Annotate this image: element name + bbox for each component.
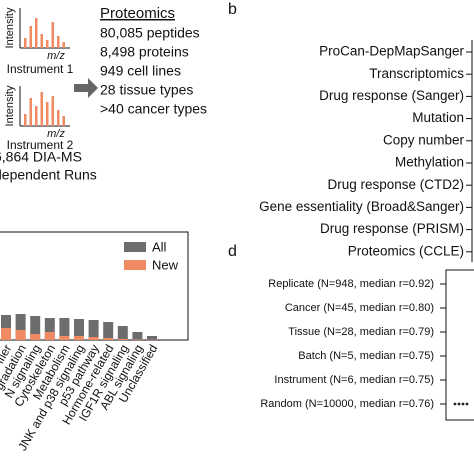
dataset-label: Drug response (CTD2) [327,177,464,192]
stat: 8,498 proteins [100,44,189,60]
axis-label: m/z [47,128,65,140]
legend-label: New [152,257,179,272]
bar [30,334,41,340]
peak [35,106,38,126]
stat: 28 tissue types [100,82,193,98]
title: Proteomics [100,5,175,22]
bar [59,318,70,340]
dataset-label: Gene essentiality (Broad&Sanger) [259,199,464,214]
panel-label: d [228,243,237,260]
comparison-label: Random (N=10000, median r=0.76) [260,398,434,410]
peak [46,102,49,126]
comparison-label: Instrument (N=6, median r=0.75) [274,374,434,386]
peak [57,110,60,126]
bar [132,332,143,340]
axis-label: m/z [47,50,65,62]
peak [35,18,38,48]
bar [117,326,128,340]
peak [62,116,65,126]
bar [1,315,11,340]
points [453,402,469,406]
frame [445,269,474,421]
peak [29,26,32,48]
peak [29,98,32,126]
bar [74,319,84,340]
bar [88,320,99,340]
peak [62,42,65,48]
runs: dependent Runs [0,167,97,183]
dataset-label: Drug response (Sanger) [319,88,464,103]
dataset-label: ProCan-DepMapSanger [319,44,464,59]
bar [88,337,99,340]
peak [46,40,49,48]
bar [30,316,41,340]
axis-label: Intensity [4,85,16,126]
dataset-label: Copy number [383,132,465,147]
instrument-label: Instrument 2 [7,138,74,152]
peak [40,34,43,48]
peak [51,96,54,126]
spectra [19,8,70,127]
peak [40,92,43,126]
bar [117,339,128,340]
comparison-label: Replicate (N=948, median r=0.92) [268,278,434,290]
bar [44,332,55,340]
bar [59,336,70,340]
comparison-label: Cancer (N=45, median r=0.80) [285,302,434,314]
bar [147,336,157,340]
bar [74,336,84,340]
arrow [74,78,98,98]
point [461,402,465,406]
bar [15,330,26,340]
point [453,402,457,406]
bar [103,338,114,340]
stat: >40 cancer types [100,101,207,117]
dataset-label: Drug response (PRISM) [320,221,464,236]
legend-swatch [124,242,146,252]
dataset-label: Proteomics (CCLE) [348,243,464,258]
bar [1,328,11,340]
stat: 80,085 peptides [100,25,200,41]
dataset-label: Transcriptomics [369,66,464,81]
runs: 6,864 DIA-MS [0,149,82,165]
dataset-label: Methylation [395,155,464,170]
bar [103,322,114,340]
peak [57,36,60,48]
legend-label: All [152,239,167,254]
bar [15,314,26,340]
bar [132,339,143,340]
dataset-label: Mutation [412,110,464,125]
comparison-label: Tissue (N=28, median r=0.79) [288,326,434,338]
comparison-label: Batch (N=5, median r=0.75) [298,350,434,362]
stat: 949 cell lines [100,63,181,79]
axis-label: Intensity [4,7,16,48]
panel-label: b [228,1,237,18]
bar [44,318,55,340]
instrument-label: Instrument 1 [7,62,74,76]
legend-swatch [124,260,146,270]
point [465,402,469,406]
peak [51,22,54,48]
peak [24,114,27,126]
point [457,402,461,406]
peak [24,38,27,48]
